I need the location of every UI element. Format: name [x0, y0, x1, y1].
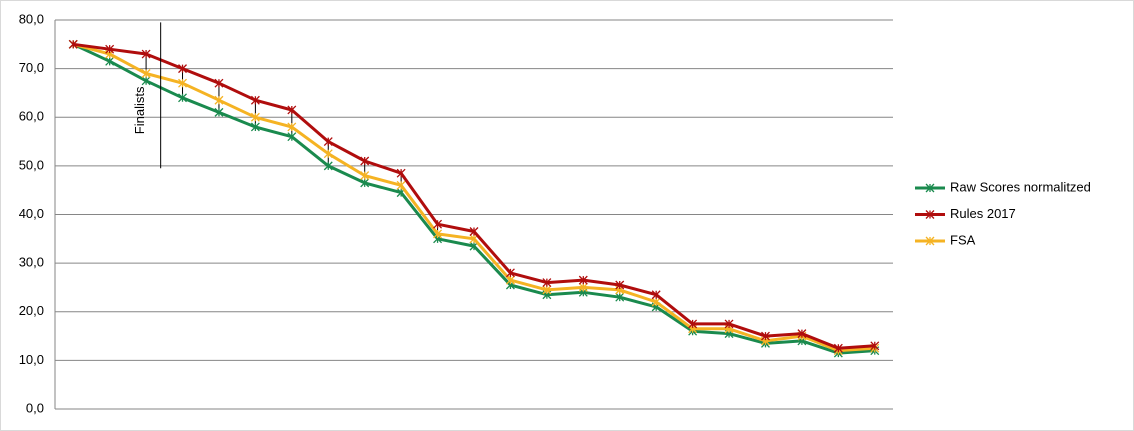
annotation-text: Finalists	[132, 86, 147, 134]
point	[651, 290, 661, 300]
point	[105, 44, 115, 54]
y-tick-label: 30,0	[19, 255, 44, 270]
point	[688, 319, 698, 329]
y-tick-label: 70,0	[19, 60, 44, 75]
y-tick-label: 60,0	[19, 109, 44, 124]
point	[542, 278, 552, 288]
point	[542, 285, 552, 295]
point	[68, 39, 78, 49]
point	[323, 161, 333, 171]
legend-marker	[925, 183, 935, 193]
y-tick-label: 80,0	[19, 11, 44, 26]
point	[761, 331, 770, 341]
point	[250, 112, 260, 122]
point	[214, 95, 224, 105]
y-tick-label: 20,0	[19, 303, 44, 318]
point	[323, 137, 333, 147]
point	[360, 171, 370, 181]
point	[433, 229, 443, 239]
point	[214, 78, 224, 88]
point	[323, 149, 333, 159]
point	[615, 280, 625, 290]
point	[178, 78, 187, 88]
point	[287, 132, 297, 142]
legend-marker	[925, 236, 935, 246]
point	[178, 64, 187, 74]
legend-label: FSA	[950, 232, 976, 247]
point	[615, 292, 625, 302]
point	[141, 76, 151, 86]
point	[105, 56, 115, 66]
point	[870, 341, 880, 351]
point	[287, 122, 297, 132]
point	[505, 268, 515, 278]
point	[469, 227, 479, 236]
point	[433, 219, 443, 229]
y-tick-label: 40,0	[19, 206, 44, 221]
point	[214, 107, 224, 117]
point	[141, 49, 151, 59]
point	[396, 168, 406, 178]
legend-label: Rules 2017	[950, 206, 1016, 221]
point	[287, 105, 297, 115]
y-tick-label: 10,0	[19, 352, 44, 367]
point	[724, 319, 734, 329]
point	[360, 178, 370, 188]
point	[833, 343, 843, 353]
y-tick-label: 0,0	[26, 400, 44, 415]
point	[578, 282, 588, 292]
point	[505, 275, 515, 285]
point	[178, 93, 187, 103]
point	[651, 297, 661, 307]
legend-label: Raw Scores normalitzed	[950, 179, 1091, 194]
point	[360, 156, 370, 166]
point	[141, 69, 151, 78]
y-tick-label: 50,0	[19, 157, 44, 172]
legend-marker	[925, 210, 935, 219]
point	[797, 329, 807, 339]
point	[250, 95, 260, 105]
point	[250, 122, 260, 132]
point	[396, 180, 406, 190]
point	[578, 275, 588, 285]
